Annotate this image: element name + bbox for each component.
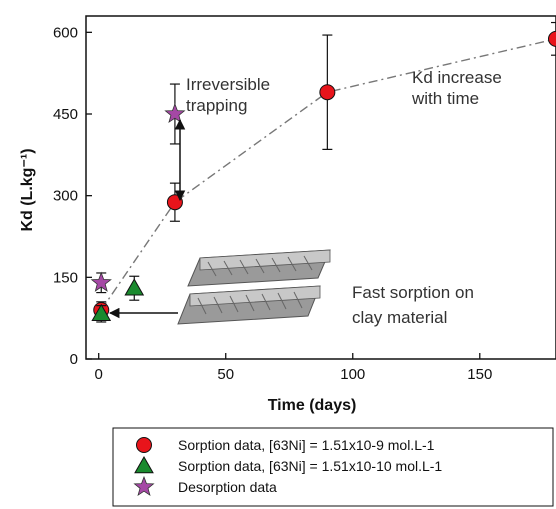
x-tick-label: 100 (340, 366, 365, 383)
legend-marker-triangle (134, 455, 154, 474)
axes: 0 50 100 150 0 150 300 450 600 (53, 24, 492, 383)
trend-line-group (100, 38, 556, 311)
legend-label: Sorption data, [63Ni] = 1.51x10-10 mol.L… (178, 458, 442, 474)
plot-area-frame (85, 15, 556, 360)
x-tick-label: 0 (95, 366, 103, 383)
data-point-triangle (124, 278, 145, 296)
annotation-kd-increase-line2: with time (411, 89, 479, 108)
y-axis-title: Kd (L.kg⁻¹) (19, 148, 36, 231)
x-tick-label: 150 (467, 366, 492, 383)
y-tick-label: 150 (53, 269, 78, 286)
data-point-triangle (91, 303, 112, 322)
legend-items: Sorption data, [63Ni] = 1.51x10-9 mol.L-… (133, 437, 442, 497)
x-tick-label: 50 (217, 366, 234, 383)
legend-box (112, 427, 554, 507)
annotation-irreversible-line1: Irreversible (186, 75, 270, 94)
legend: Sorption data, [63Ni] = 1.51x10-9 mol.L-… (112, 427, 554, 507)
annotation-fast-sorption-line2: clay material (352, 308, 447, 327)
data-point-star (164, 102, 186, 124)
annotation-irreversible-line2: trapping (186, 96, 247, 115)
legend-marker-circle (136, 437, 152, 453)
x-axis-title: Time (days) (268, 397, 357, 414)
annotation-fast-sorption-line1: Fast sorption on (352, 283, 474, 302)
y-tick-label: 450 (53, 106, 78, 123)
legend-label: Sorption data, [63Ni] = 1.51x10-9 mol.L-… (178, 437, 435, 453)
y-tick-label: 600 (53, 24, 78, 41)
trend-line (100, 38, 556, 311)
data-point-star (90, 271, 112, 292)
y-tick-label: 300 (53, 188, 78, 205)
data-point-circle (319, 84, 336, 101)
annotation-kd-increase-line1: Kd increase (412, 68, 502, 87)
y-tick-label: 0 (70, 351, 78, 368)
clay-sheets-illustration (177, 249, 331, 325)
legend-marker-star (133, 475, 155, 497)
legend-label: Desorption data (178, 479, 277, 495)
data-point-circle (548, 30, 556, 47)
